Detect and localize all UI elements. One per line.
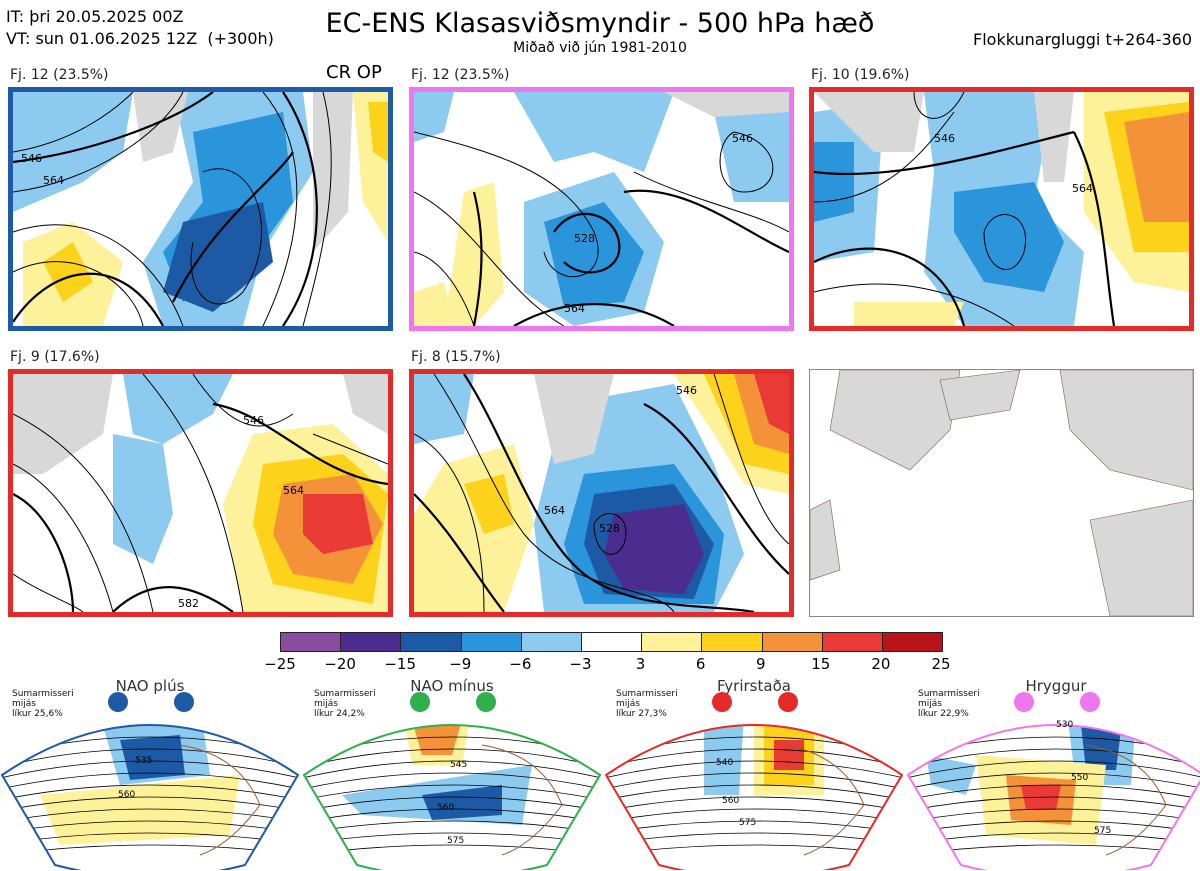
colorbar-swatch (460, 633, 521, 651)
contour-label-564: 564 (43, 174, 64, 187)
header-left: IT: þri 20.05.2025 00Z VT: sun 01.06.202… (6, 6, 274, 50)
colorbar-tick-label: 6 (695, 655, 706, 673)
regime-map: 545 560 575 (302, 724, 602, 870)
colorbar-swatch (881, 633, 943, 651)
regime-marker-dot (712, 692, 732, 712)
colorbar-swatch (821, 633, 882, 651)
regime-description: Sumarmisseri mijás líkur 25,6% (12, 689, 74, 719)
regime-title: Fyrirstaða (717, 677, 791, 695)
panel-1-label: Fj. 12 (23.5%) (10, 67, 109, 83)
regime-contour-label: 535 (135, 756, 152, 766)
cluster-panel-1[interactable]: 546 564 (8, 87, 393, 331)
regime-marker-dot (410, 692, 430, 712)
regime-description-line: mijás (314, 699, 338, 709)
regime-contour-label: 530 (1056, 720, 1073, 730)
contour-label-564b: 564 (564, 302, 585, 315)
contour-label-546d: 546 (243, 414, 264, 427)
regime-contour-label: 560 (722, 796, 739, 806)
regime-contour-label: 545 (450, 760, 467, 770)
regime-description-line: Sumarmisseri (616, 689, 678, 699)
contour-label-528: 528 (574, 232, 595, 245)
regime-contour-label: 560 (437, 803, 454, 813)
panel-3-label: Fj. 10 (19.6%) (811, 67, 910, 83)
colorbar-tick-label: −25 (264, 655, 296, 673)
colorbar-tick-label: 15 (811, 655, 831, 673)
regime-marker-dot (174, 692, 194, 712)
regime-contour-label: 575 (1094, 826, 1111, 836)
contour-label-546: 546 (21, 152, 42, 165)
regime-title: NAO plús (115, 677, 185, 695)
regime-title: Hryggur (1025, 677, 1087, 695)
colorbar-swatch (641, 633, 702, 651)
regime-contour-label: 575 (447, 836, 464, 846)
colorbar-swatch (701, 633, 762, 651)
colorbar-tick-label: 3 (635, 655, 646, 673)
regime-marker-dot (476, 692, 496, 712)
cluster-panel-5[interactable]: 528 564 546 (409, 369, 794, 617)
regime-description-line: Sumarmisseri (12, 689, 74, 699)
regime-contour-label: 560 (118, 790, 135, 800)
regime-description-line: líkur 24,2% (314, 709, 365, 719)
init-time: IT: þri 20.05.2025 00Z (6, 7, 184, 26)
regime-description-line: líkur 27,3% (616, 709, 667, 719)
regime-contour-label: 540 (716, 758, 733, 768)
cluster-panel-4[interactable]: 546 564 582 (8, 369, 393, 617)
colorbar-tick-label: 20 (871, 655, 891, 673)
regime-marker-dot (1014, 692, 1034, 712)
regime-marker-dot (108, 692, 128, 712)
colorbar-tick-label: 25 (931, 655, 951, 673)
regime-contour-label: 550 (1071, 773, 1088, 783)
colorbar-tick-label: −20 (324, 655, 356, 673)
regime-title: NAO mínus (410, 677, 494, 695)
reference-map-panel (809, 369, 1194, 617)
colorbar-swatch (520, 633, 581, 651)
cluster-panel-2[interactable]: 528 546 564 (409, 87, 794, 331)
regime-description: Sumarmisseri mijás líkur 22,9% (918, 689, 980, 719)
colorbar-swatch (400, 633, 461, 651)
regime-marker-dot (778, 692, 798, 712)
regime-contour-label: 575 (739, 818, 756, 828)
regime-map: 540 560 575 (604, 724, 904, 870)
colorbar (280, 632, 943, 652)
colorbar-tick-label: −9 (449, 655, 472, 673)
page-title: EC-ENS Klasasviðsmyndir - 500 hPa hæð (325, 8, 875, 39)
panel-5-label: Fj. 8 (15.7%) (411, 349, 501, 365)
page-subtitle: Miðað við jún 1981-2010 (513, 40, 687, 56)
contour-label-564c: 564 (1072, 182, 1093, 195)
colorbar-tick-label: −3 (569, 655, 592, 673)
regime-description-line: mijás (918, 699, 942, 709)
colorbar-swatch (761, 633, 822, 651)
panel-1-tag: CR OP (326, 62, 382, 83)
contour-label-582d: 582 (178, 597, 199, 610)
cluster-panel-3[interactable]: 546 564 (809, 87, 1194, 331)
contour-label-546e: 546 (676, 384, 697, 397)
contour-label-564e: 564 (544, 504, 565, 517)
colorbar-tick-label: 9 (755, 655, 766, 673)
regime-map: 535 560 (0, 724, 300, 870)
classification-window: Flokkunargluggi t+264-360 (973, 30, 1192, 49)
colorbar-swatch (340, 633, 401, 651)
regime-description-line: mijás (12, 699, 36, 709)
regime-description-line: líkur 22,9% (918, 709, 969, 719)
regime-marker-dot (1080, 692, 1100, 712)
regime-description-line: mijás (616, 699, 640, 709)
regime-description-line: líkur 25,6% (12, 709, 63, 719)
colorbar-tick-label: −6 (509, 655, 532, 673)
contour-label-546b: 546 (732, 132, 753, 145)
colorbar-swatch (580, 633, 642, 651)
contour-label-546c: 546 (934, 132, 955, 145)
contour-label-528e: 528 (599, 522, 620, 535)
regime-map: 530 550 575 (906, 720, 1200, 870)
valid-time: VT: sun 01.06.2025 12Z (+300h) (6, 29, 274, 48)
colorbar-swatch (281, 633, 341, 651)
regime-description-line: Sumarmisseri (918, 689, 980, 699)
regime-description: Sumarmisseri mijás líkur 27,3% (616, 689, 678, 719)
panel-2-label: Fj. 12 (23.5%) (411, 67, 510, 83)
regime-description-line: Sumarmisseri (314, 689, 376, 699)
colorbar-tick-label: −15 (384, 655, 416, 673)
panel-4-label: Fj. 9 (17.6%) (10, 349, 100, 365)
contour-label-564d: 564 (283, 484, 304, 497)
regime-description: Sumarmisseri mijás líkur 24,2% (314, 689, 376, 719)
